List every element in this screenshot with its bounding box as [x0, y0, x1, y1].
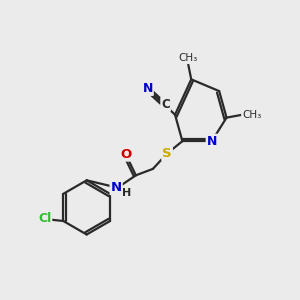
Text: N: N	[207, 135, 217, 148]
Text: N: N	[142, 82, 153, 95]
Text: Cl: Cl	[38, 212, 51, 225]
Text: S: S	[162, 147, 172, 160]
Text: CH₃: CH₃	[242, 110, 261, 120]
Text: N: N	[111, 181, 122, 194]
Text: H: H	[122, 188, 132, 198]
Text: O: O	[121, 148, 132, 160]
Text: CH₃: CH₃	[179, 53, 198, 63]
Text: C: C	[161, 98, 170, 111]
